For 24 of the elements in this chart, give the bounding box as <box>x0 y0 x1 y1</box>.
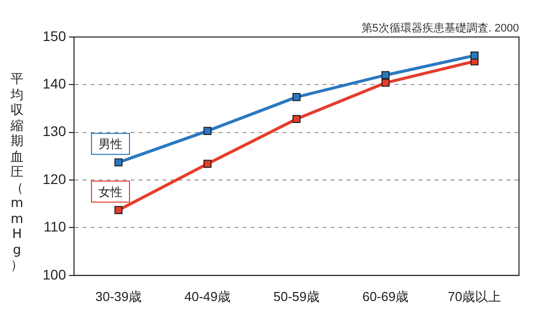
y-tick-label: 140 <box>42 76 66 92</box>
x-tick-label: 60-69歳 <box>362 288 409 304</box>
text: 平均収縮期血圧（mmHg） <box>10 72 24 273</box>
series-label: 男性 <box>98 137 122 152</box>
point <box>381 71 390 80</box>
point <box>203 126 212 135</box>
point <box>114 206 123 214</box>
point <box>381 78 390 87</box>
x-tick-label: 30-39歳 <box>95 288 142 304</box>
x-tick-label: 40-49歳 <box>184 288 231 304</box>
y-tick-label: 150 <box>42 28 66 44</box>
point <box>203 160 212 168</box>
point <box>470 52 479 60</box>
point <box>292 114 301 124</box>
y-tick-label: 110 <box>44 218 66 235</box>
point <box>114 158 123 166</box>
y-tick-label: 120 <box>42 170 66 187</box>
series-label: 女性 <box>98 184 122 199</box>
text: 第5次循環器疾患基礎調査. 2000 <box>361 22 519 35</box>
x-tick-label: 50-59歳 <box>273 288 320 304</box>
y-tick-label: 130 <box>42 123 66 140</box>
point <box>292 93 301 102</box>
x-tick-label: 70歳以上 <box>448 288 502 304</box>
y-tick-label: 100 <box>42 266 66 282</box>
